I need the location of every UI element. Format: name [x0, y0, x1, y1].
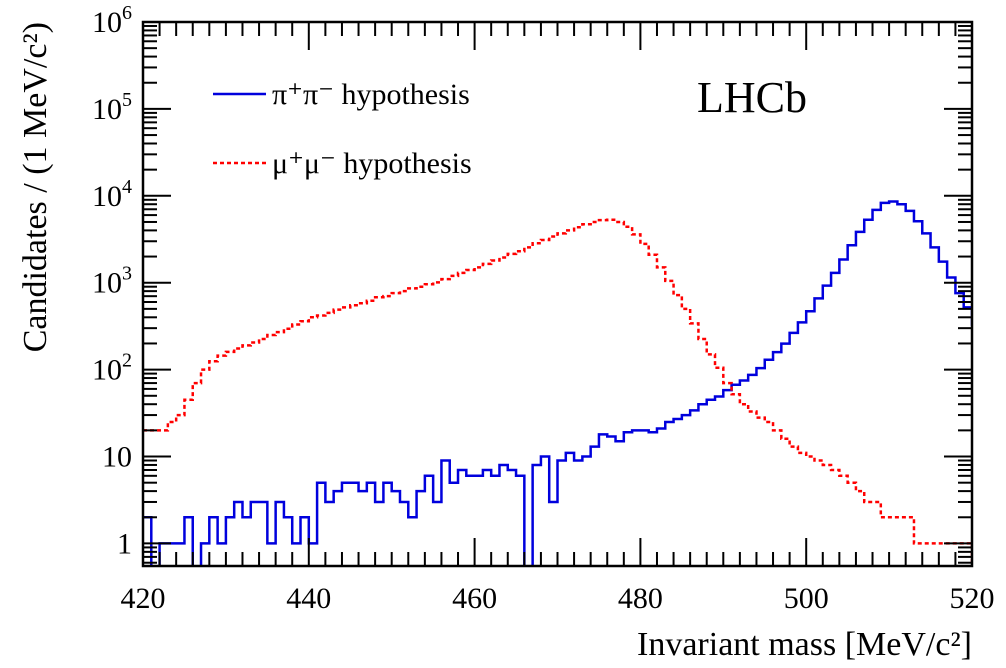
legend-label-pipi: π⁺π⁻ hypothesis [272, 78, 470, 111]
plot-content [143, 200, 972, 566]
y-tick-label: 103 [92, 263, 132, 300]
y-tick-exponent: 4 [122, 176, 132, 198]
x-tick-label: 520 [950, 582, 995, 615]
y-tick-label: 105 [92, 89, 132, 126]
y-tick-base: 10 [92, 6, 122, 39]
y-axis-title: Candidates / (1 MeV/c²) [17, 22, 54, 352]
y-tick-exponent: 2 [122, 350, 132, 372]
y-tick-label: 104 [92, 176, 132, 213]
y-tick-exponent: 5 [122, 89, 132, 111]
x-tick-label: 480 [618, 582, 663, 615]
x-tick-label: 500 [784, 582, 829, 615]
y-tick-base: 10 [92, 180, 122, 213]
y-tick-base: 10 [102, 441, 132, 474]
y-tick-base: 10 [92, 354, 122, 387]
y-tick-base: 10 [92, 93, 122, 126]
y-tick-label: 106 [92, 2, 132, 39]
legend: π⁺π⁻ hypothesis μ⁺μ⁻ hypothesis [213, 78, 472, 180]
axis-ticks [142, 21, 973, 566]
x-tick-label: 460 [452, 582, 497, 615]
y-tick-exponent: 3 [122, 263, 132, 285]
y-tick-label: 1 [117, 527, 132, 560]
y-tick-label: 102 [92, 350, 132, 387]
x-tick-label: 420 [121, 582, 166, 615]
y-tick-exponent: 6 [122, 2, 132, 24]
x-tick-labels: 420 440 460 480 500 520 [121, 582, 995, 615]
x-tick-label: 440 [286, 582, 331, 615]
series-pipi-histogram [143, 200, 972, 566]
y-tick-label: 10 [102, 441, 132, 474]
series-mumu-histogram [143, 218, 972, 566]
x-axis-title: Invariant mass [MeV/c²] [637, 626, 972, 663]
legend-label-mumu: μ⁺μ⁻ hypothesis [272, 147, 472, 180]
lhcb-label: LHCb [697, 73, 807, 122]
y-tick-base: 1 [117, 527, 132, 560]
y-tick-base: 10 [92, 267, 122, 300]
